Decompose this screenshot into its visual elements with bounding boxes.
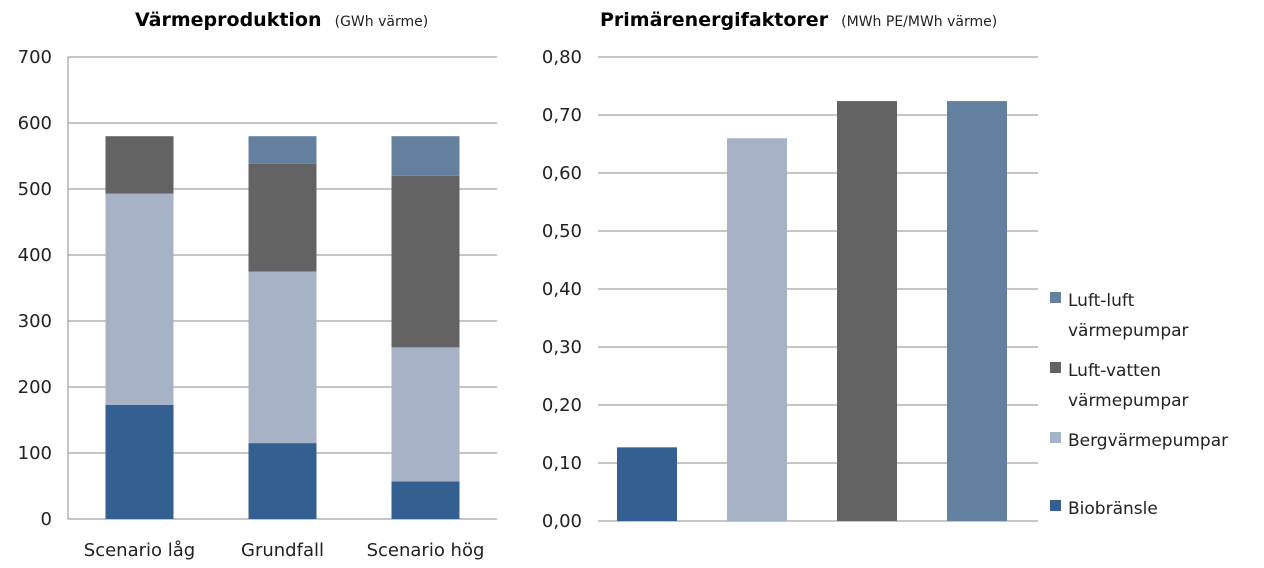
chart1-bar-segment (105, 136, 174, 194)
chart2-title-group: Primärenergifaktorer (MWh PE/MWh värme) (600, 9, 997, 31)
legend-label: värmepumpar (1068, 391, 1189, 411)
chart2-bar (727, 138, 787, 521)
legend-swatch (1050, 362, 1061, 373)
chart2-ytick-label: 0,10 (542, 453, 582, 474)
chart1-ytick-label: 300 (18, 311, 52, 332)
chart2-title: Primärenergifaktorer (600, 9, 829, 31)
legend-label: Luft-vatten (1068, 361, 1161, 381)
chart1-category-label: Grundfall (241, 540, 324, 561)
chart2-legend: Luft-luft värmepumpar Luft-vatten värmepump… (1050, 291, 1228, 519)
chart2-bar (837, 101, 897, 521)
legend-label: Biobränsle (1068, 499, 1158, 519)
chart2-ytick-label: 0,30 (542, 337, 582, 358)
chart1-category-label: Scenario hög (367, 540, 485, 561)
legend-swatch (1050, 432, 1061, 443)
chart1-ytick-label: 600 (18, 113, 52, 134)
chart1-ytick-label: 200 (18, 377, 52, 398)
chart2-ytick-label: 0,60 (542, 163, 582, 184)
chart2-ytick-label: 0,50 (542, 221, 582, 242)
chart2-unit: (MWh PE/MWh värme) (841, 14, 997, 30)
chart1-ytick-label: 400 (18, 245, 52, 266)
chart1-bar-segment (248, 443, 317, 519)
chart1-plot: 0 100 200 300 400 500 600 700 Scenario låg Grundf… (18, 47, 497, 561)
chart1-bar-segment (105, 404, 174, 519)
chart1-ytick-label: 100 (18, 443, 52, 464)
chart2-ytick-label: 0,80 (542, 47, 582, 68)
chart1-bar-segment (391, 136, 460, 176)
chart2-ytick-label: 0,00 (542, 511, 582, 532)
chart1-ytick-label: 0 (41, 509, 52, 530)
chart2-plot: 0,00 0,10 0,20 0,30 0,40 0,50 0,60 0,70 0,80 (542, 47, 1038, 532)
chart1-title: Värmeproduktion (135, 9, 322, 31)
chart2-bar (617, 447, 677, 521)
chart2-ytick-label: 0,40 (542, 279, 582, 300)
chart1-ytick-label: 700 (18, 47, 52, 68)
chart2-bar (947, 101, 1007, 521)
chart1-unit: (GWh värme) (335, 14, 429, 30)
chart1-bar-segment (248, 163, 317, 272)
legend-label: värmepumpar (1068, 321, 1189, 341)
chart1-bar-segment (248, 136, 317, 164)
chart1-bar-segment (391, 481, 460, 519)
chart1-ytick-label: 500 (18, 179, 52, 200)
chart1-title-group: Värmeproduktion (GWh värme) (135, 9, 428, 31)
chart2-ytick-label: 0,20 (542, 395, 582, 416)
chart1-bar-segment (391, 175, 460, 348)
legend-swatch (1050, 292, 1061, 303)
legend-label: Luft-luft (1068, 291, 1135, 311)
legend-swatch (1050, 500, 1061, 511)
chart1-bar-segment (105, 193, 174, 405)
chart1-bar-segment (391, 347, 460, 482)
legend-label: Bergvärmepumpar (1068, 431, 1228, 451)
chart2-ytick-label: 0,70 (542, 105, 582, 126)
chart1-category-label: Scenario låg (84, 540, 195, 561)
chart1-bar-segment (248, 271, 317, 444)
